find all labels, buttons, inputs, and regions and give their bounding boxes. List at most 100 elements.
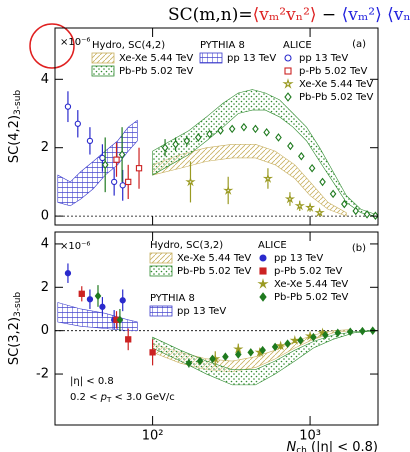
marker (322, 330, 329, 340)
marker (223, 185, 234, 195)
model-band (57, 302, 138, 331)
marker (341, 199, 348, 209)
marker (319, 177, 326, 187)
panel: 0 2 4 ×10⁻⁶ (a) SC(4,2)3-sub Hydro, SC(4,2) Xe-… (7, 27, 379, 226)
marker (275, 133, 282, 142)
model-band (57, 119, 138, 207)
highlight-circle (29, 23, 75, 69)
y-label-main: SC(3,2) (7, 317, 22, 365)
marker (209, 354, 216, 364)
marker (282, 78, 294, 89)
marker (346, 327, 354, 337)
marker (359, 326, 366, 336)
legend-title: PYTHIA 8 (150, 293, 195, 304)
marker (284, 193, 296, 204)
plot-area (55, 263, 378, 386)
multiplier: ×10⁻⁶ (60, 37, 90, 48)
legend-title: ALICE (258, 240, 287, 251)
legend-swatch (199, 52, 223, 64)
marker (275, 340, 286, 351)
marker (289, 335, 300, 345)
marker (284, 339, 291, 348)
x-axis-label: Nch (|η| < 0.8) (287, 440, 379, 452)
marker (271, 342, 279, 352)
marker (263, 128, 270, 137)
legend-label: pp 13 TeV (227, 53, 276, 64)
legend-label: p-Pb 5.02 TeV (274, 266, 343, 277)
legend-label: Xe-Xe 5.44 TeV (177, 253, 251, 264)
formula-part: SC(m,n)= (168, 5, 253, 25)
marker (334, 328, 342, 338)
marker (135, 165, 143, 172)
marker (74, 120, 81, 127)
legend-label: Pb-Pb 5.02 TeV (299, 92, 374, 103)
legend-swatch (149, 305, 173, 317)
marker (304, 202, 316, 212)
plot-area (55, 89, 378, 221)
marker (222, 352, 229, 361)
formula: SC(m,n)=⟨vₘ²vₙ²⟩ − ⟨vₘ²⟩ ⟨vₙ²⟩ (168, 5, 410, 25)
marker (310, 332, 317, 342)
marker (119, 182, 126, 189)
y-tick-label: 2 (41, 280, 49, 295)
marker (240, 122, 248, 132)
y-tick-label: 4 (41, 72, 49, 87)
marker (294, 200, 305, 211)
annotation-part: 0.2 < (70, 392, 101, 403)
marker (149, 349, 156, 356)
marker (352, 206, 360, 216)
marker (101, 160, 109, 170)
frame (54, 231, 379, 426)
legend-label: pp 13 TeV (274, 253, 323, 264)
marker (257, 278, 269, 289)
marker (363, 210, 371, 219)
annotation-part: |η| < 0.8 (70, 376, 114, 387)
legend-label: Xe-Xe 5.44 TeV (119, 53, 193, 64)
marker (125, 178, 132, 186)
x-tick-label: 10² (142, 429, 164, 444)
y-tick-label: 2 (41, 140, 49, 155)
marker (64, 103, 72, 110)
x-tick-label: 10³ (299, 429, 321, 444)
marker (259, 345, 266, 355)
marker (247, 348, 255, 357)
marker (185, 176, 196, 187)
marker (116, 315, 124, 325)
marker (161, 143, 169, 152)
marker (118, 150, 126, 159)
legend-swatch (91, 65, 115, 77)
marker (194, 133, 202, 142)
y-tick-label: -2 (36, 367, 49, 382)
multiplier: ×10⁻⁶ (60, 241, 90, 252)
model-band (152, 143, 347, 217)
annotation-part: T (106, 396, 112, 404)
legend-title: ALICE (283, 40, 312, 51)
annotation-part: p (100, 392, 107, 403)
marker (119, 297, 126, 304)
marker (228, 124, 236, 134)
legend-label: Pb-Pb 5.02 TeV (274, 292, 349, 303)
formula-part: − (317, 5, 342, 25)
legend-title: Hydro, SC(4,2) (92, 40, 165, 51)
legend-title: PYTHIA 8 (200, 40, 245, 51)
marker (206, 129, 213, 139)
marker (329, 189, 337, 199)
y-label-sub: 3-sub (13, 90, 23, 115)
legend-label: Xe-Xe 5.44 TeV (274, 279, 348, 290)
legend-label: Xe-Xe 5.44 TeV (299, 79, 373, 90)
x-label-main: N (287, 440, 297, 452)
marker (183, 136, 191, 146)
annotation-part: < 3.0 GeV/c (111, 392, 174, 403)
annotation: |η| < 0.8 (70, 376, 114, 387)
marker (217, 126, 224, 135)
y-tick-label: 0 (41, 209, 49, 224)
legend-label: Pb-Pb 5.02 TeV (177, 266, 252, 277)
marker (185, 358, 193, 368)
marker (262, 173, 274, 183)
marker (196, 356, 204, 366)
marker (314, 207, 325, 218)
panel: -2 0 2 4 10² 10³ ×10⁻⁶ (b) SC(3,2)3-sub Nch (|η| … (7, 231, 379, 452)
marker (259, 292, 267, 302)
y-tick-label: 4 (41, 236, 49, 251)
